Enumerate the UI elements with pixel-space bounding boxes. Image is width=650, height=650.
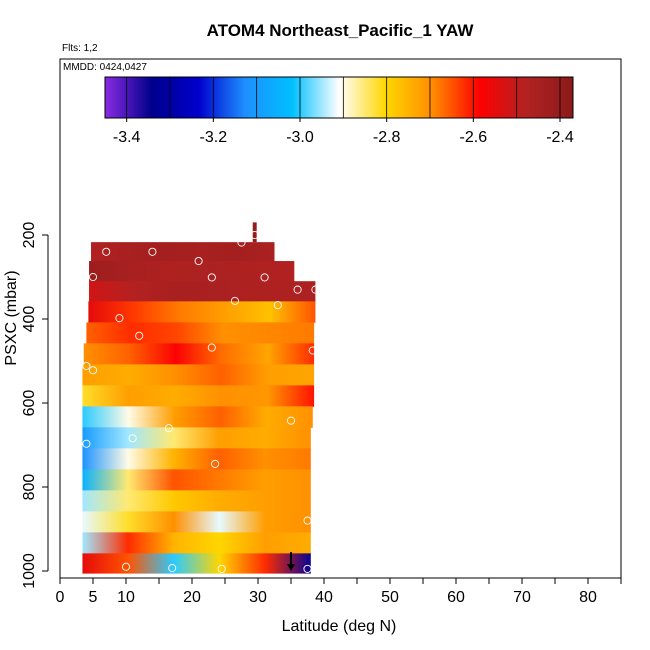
flight-marker bbox=[102, 247, 111, 256]
heatmap-band bbox=[82, 490, 311, 512]
flight-marker bbox=[211, 459, 220, 468]
flight-marker bbox=[88, 366, 98, 375]
y-axis-label: PSXC (mbar) bbox=[3, 270, 20, 365]
flight-marker bbox=[273, 301, 282, 310]
flight-marker bbox=[168, 564, 177, 573]
flight-marker bbox=[194, 256, 203, 266]
x-axis-label: Latitude (deg N) bbox=[282, 618, 397, 635]
colorbar-tick-label: -2.8 bbox=[373, 129, 401, 146]
heatmap-cells bbox=[82, 222, 316, 574]
flight-marker bbox=[311, 285, 320, 294]
flight-marker bbox=[308, 346, 317, 355]
x-axis: 0 5 10 20 30 40 50 60 70 80 bbox=[56, 578, 622, 606]
y-tick-label: 800 bbox=[21, 474, 38, 501]
colorbar-tick-label: -3.2 bbox=[200, 129, 228, 146]
colorbar-tick-label: -2.6 bbox=[460, 129, 488, 146]
x-tick-label: 80 bbox=[579, 589, 597, 606]
flight-marker bbox=[135, 331, 144, 340]
colorbar-tick-label: -3.4 bbox=[113, 129, 141, 146]
heatmap-band bbox=[88, 301, 316, 323]
heatmap-band bbox=[82, 532, 311, 554]
flight-marker bbox=[88, 272, 98, 282]
flight-marker bbox=[286, 416, 296, 425]
heatmap-band bbox=[82, 427, 311, 449]
x-tick-label: 10 bbox=[117, 589, 135, 606]
dates-label: MMDD: 0424,0427 bbox=[63, 62, 147, 73]
plot-frame bbox=[59, 58, 622, 579]
heatmap-band bbox=[86, 322, 315, 344]
heatmap-band bbox=[82, 406, 313, 428]
flights-label: Flts: 1,2 bbox=[62, 43, 98, 54]
heatmap-band bbox=[82, 385, 315, 407]
heatmap-spike bbox=[252, 222, 257, 243]
y-tick-label: 200 bbox=[21, 222, 38, 249]
x-tick-label: 40 bbox=[315, 589, 333, 606]
flight-marker bbox=[148, 247, 157, 256]
colorbar-tick-label: -2.4 bbox=[546, 129, 574, 146]
x-tick-label: 70 bbox=[513, 589, 531, 606]
chart-title: ATOM4 Northeast_Pacific_1 YAW bbox=[207, 21, 475, 40]
flight-marker bbox=[303, 516, 312, 525]
y-tick-label: 1000 bbox=[21, 553, 38, 589]
y-tick-label: 400 bbox=[21, 306, 38, 333]
y-tick-label: 600 bbox=[21, 390, 38, 417]
y-axis: 200 400 600 800 1000 bbox=[21, 222, 49, 589]
heatmap-band bbox=[89, 281, 316, 302]
colorbar: -3.4 -3.2 -3.0 -2.8 -2.6 -2.4 bbox=[104, 76, 574, 146]
flight-marker bbox=[230, 296, 239, 305]
flight-markers bbox=[82, 230, 320, 573]
flight-marker bbox=[293, 285, 302, 294]
x-tick-label: 0 bbox=[56, 589, 65, 606]
colorbar-tick-label: -3.0 bbox=[286, 129, 314, 146]
direction-arrow-head bbox=[287, 564, 295, 571]
flight-marker bbox=[217, 564, 226, 573]
flight-marker bbox=[250, 230, 259, 240]
heatmap-band bbox=[82, 448, 311, 470]
heatmap-band bbox=[82, 364, 315, 386]
flight-marker bbox=[128, 434, 137, 443]
x-tick-label: 20 bbox=[183, 589, 201, 606]
heatmap-band bbox=[89, 261, 295, 282]
flight-marker bbox=[207, 273, 216, 282]
flight-marker bbox=[260, 273, 269, 282]
heatmap-band bbox=[82, 553, 311, 574]
colorbar-gradient bbox=[104, 76, 574, 119]
x-tick-label: 60 bbox=[447, 589, 465, 606]
flight-marker bbox=[121, 562, 131, 571]
heatmap-band bbox=[82, 469, 311, 491]
x-tick-label: 5 bbox=[89, 589, 98, 606]
flight-marker bbox=[237, 238, 246, 247]
heatmap-band bbox=[91, 242, 275, 262]
x-tick-label: 50 bbox=[381, 589, 399, 606]
flight-marker bbox=[82, 361, 91, 371]
heatmap-band bbox=[82, 511, 311, 533]
x-tick-label: 30 bbox=[249, 589, 267, 606]
flight-marker bbox=[82, 439, 91, 448]
flight-marker bbox=[164, 424, 173, 433]
flight-marker bbox=[207, 343, 216, 352]
flight-marker bbox=[115, 314, 124, 323]
flight-marker bbox=[303, 564, 312, 573]
heatmap-band bbox=[83, 343, 315, 365]
